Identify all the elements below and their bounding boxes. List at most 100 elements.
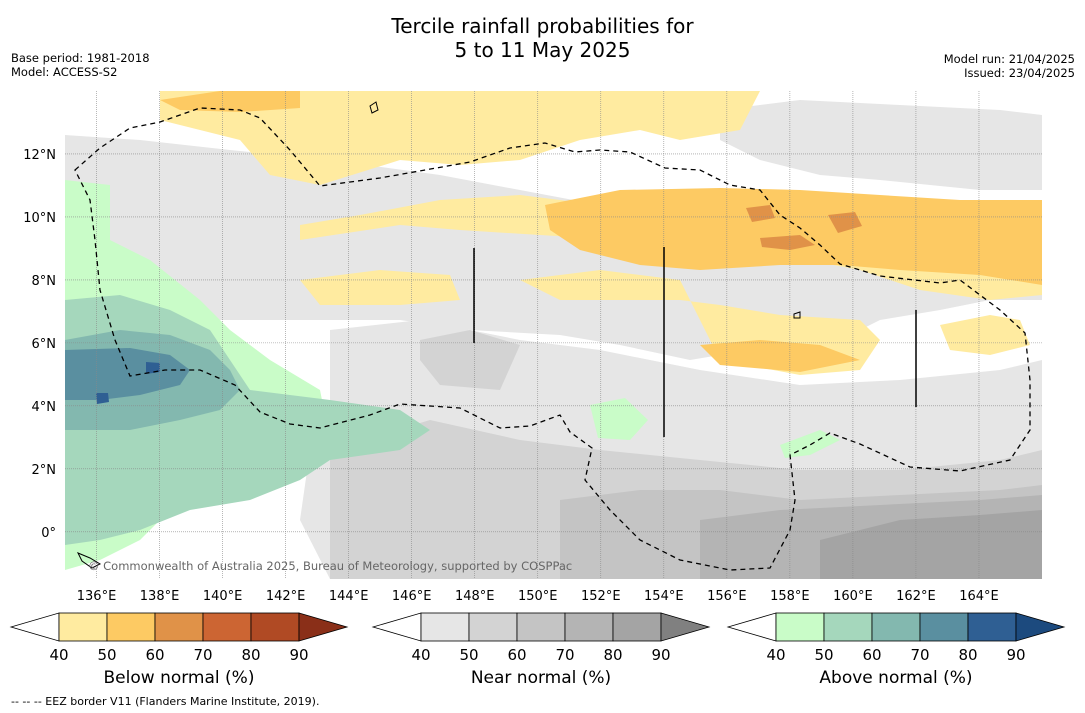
colorbar-segment xyxy=(919,612,969,642)
colorbar-arrow-right xyxy=(660,612,711,642)
above-normal-region xyxy=(590,398,648,440)
issued-date: Issued: 23/04/2025 xyxy=(964,66,1075,80)
colorbar-segment xyxy=(250,612,300,642)
eez-footnote: -- -- -- EEZ border V11 (Flanders Marine… xyxy=(11,695,320,708)
colorbar-tick-label: 50 xyxy=(459,646,478,664)
colorbar-tick-label: 80 xyxy=(958,646,977,664)
longitude-tick-label: 154°E xyxy=(644,589,684,604)
latitude-tick-label: 2°N xyxy=(32,463,57,478)
near-normal-region xyxy=(720,100,1042,190)
latitude-tick-label: 0° xyxy=(41,526,56,541)
colorbar-segment xyxy=(516,612,566,642)
colorbar-tick-label: 80 xyxy=(603,646,622,664)
colorbar-tick-label: 50 xyxy=(97,646,116,664)
longitude-tick-label: 156°E xyxy=(707,589,747,604)
colorbar-tick-label: 40 xyxy=(766,646,785,664)
eez-border xyxy=(74,107,1031,571)
below-normal-region xyxy=(746,205,775,222)
meta-left: Base period: 1981-2018 Model: ACCESS-S2 xyxy=(11,51,150,79)
latitude-tick-label: 10°N xyxy=(23,211,56,226)
colorbar-arrow-right xyxy=(1015,612,1066,642)
below-normal-region xyxy=(160,91,300,112)
colorbar-title-near: Near normal (%) xyxy=(470,668,612,688)
latitude-labels: 12°N 10°N 8°N 6°N 4°N 2°N 0° xyxy=(23,148,56,541)
colorbar-near: 40 50 60 70 80 90 xyxy=(371,612,711,664)
chart-title: Tercile rainfall probabilities for 5 to … xyxy=(0,14,1085,62)
below-normal-region xyxy=(760,235,815,250)
colorbar-tick-label: 40 xyxy=(49,646,68,664)
colorbar-tick-label: 90 xyxy=(651,646,670,664)
longitude-labels: 136°E 138°E 140°E 142°E 144°E 146°E 148°E 150°E… xyxy=(77,589,999,604)
colorbar-tick-label: 70 xyxy=(193,646,212,664)
longitude-tick-label: 146°E xyxy=(392,589,432,604)
colorbar-tick-label: 60 xyxy=(862,646,881,664)
base-period: Base period: 1981-2018 xyxy=(11,51,150,65)
colorbar-tick-label: 90 xyxy=(289,646,308,664)
above-normal-region xyxy=(146,362,160,374)
meta-right: Model run: 21/04/2025 Issued: 23/04/2025 xyxy=(944,52,1075,80)
colorbar-tick-label: 40 xyxy=(411,646,430,664)
colorbar-segment xyxy=(468,612,518,642)
longitude-tick-label: 158°E xyxy=(770,589,810,604)
latitude-tick-label: 4°N xyxy=(32,400,57,415)
near-normal-region xyxy=(820,510,1042,579)
colorbar-above: 40 50 60 70 80 90 xyxy=(726,612,1066,664)
colorbar-segment xyxy=(58,612,108,642)
island-outline xyxy=(793,311,801,319)
island-outline xyxy=(76,552,102,569)
colorbar-tick-label: 80 xyxy=(241,646,260,664)
colorbar-tick-label: 90 xyxy=(1006,646,1025,664)
colorbar-tick-label: 60 xyxy=(145,646,164,664)
longitude-tick-label: 164°E xyxy=(959,589,999,604)
longitude-tick-label: 138°E xyxy=(140,589,180,604)
longitude-tick-label: 142°E xyxy=(266,589,306,604)
colorbar-below: 40 50 60 70 80 90 xyxy=(9,612,349,664)
below-normal-region xyxy=(940,315,1030,355)
colorbar-segment xyxy=(420,612,470,642)
longitude-tick-label: 144°E xyxy=(329,589,369,604)
near-normal-region xyxy=(65,135,1042,360)
colorbar-tick-label: 70 xyxy=(910,646,929,664)
above-normal-region xyxy=(96,393,109,404)
colorbar-tick-label: 70 xyxy=(555,646,574,664)
below-normal-region xyxy=(700,340,860,372)
model-name: Model: ACCESS-S2 xyxy=(11,65,118,79)
longitude-tick-label: 162°E xyxy=(896,589,936,604)
latitude-tick-label: 12°N xyxy=(23,148,56,163)
colorbar-arrow-right xyxy=(298,612,349,642)
below-normal-region xyxy=(300,270,460,305)
colorbar-tick-label: 60 xyxy=(507,646,526,664)
colorbar-segment xyxy=(871,612,921,642)
copyright-text: © Commonwealth of Australia 2025, Bureau… xyxy=(88,559,572,573)
colorbar-segment xyxy=(823,612,873,642)
latitude-tick-label: 6°N xyxy=(32,337,57,352)
colorbar-segment xyxy=(106,612,156,642)
colorbar-segment xyxy=(564,612,614,642)
colorbar-arrow-left xyxy=(371,612,422,642)
longitude-tick-label: 160°E xyxy=(833,589,873,604)
colorbar-arrow-left xyxy=(9,612,60,642)
longitude-tick-label: 136°E xyxy=(77,589,117,604)
island-outline xyxy=(369,101,379,114)
title-line-2: 5 to 11 May 2025 xyxy=(454,38,631,62)
colorbar-segment xyxy=(202,612,252,642)
longitude-tick-label: 150°E xyxy=(518,589,558,604)
colorbar-segment xyxy=(775,612,825,642)
longitude-tick-label: 140°E xyxy=(203,589,243,604)
colorbar-arrow-left xyxy=(726,612,777,642)
below-normal-region xyxy=(300,195,1042,300)
colorbar-segment xyxy=(967,612,1017,642)
above-normal-region xyxy=(780,430,840,458)
below-normal-region xyxy=(160,91,760,185)
colorbar-title-above: Above normal (%) xyxy=(819,668,973,688)
colorbar-tick-label: 50 xyxy=(814,646,833,664)
title-line-1: Tercile rainfall probabilities for xyxy=(391,14,694,38)
below-normal-region xyxy=(828,212,862,233)
longitude-tick-label: 148°E xyxy=(455,589,495,604)
near-normal-region xyxy=(420,330,520,390)
latitude-tick-label: 8°N xyxy=(32,274,57,289)
colorbar-title-below: Below normal (%) xyxy=(103,668,255,688)
longitude-tick-label: 152°E xyxy=(581,589,621,604)
map-field: © Commonwealth of Australia 2025, Bureau… xyxy=(65,91,1042,579)
